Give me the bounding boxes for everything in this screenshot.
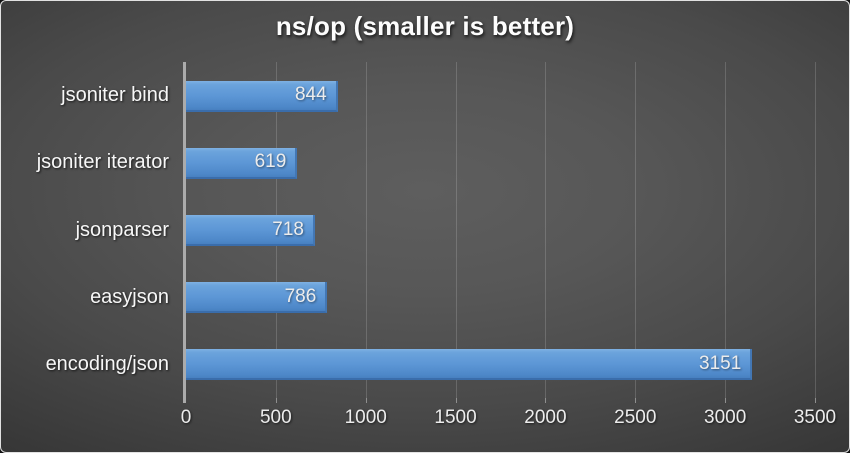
category-label: jsoniter iterator [36, 151, 169, 174]
category-label: jsonparser [75, 218, 169, 241]
gridline [455, 62, 457, 398]
axis-tick [725, 398, 727, 403]
gridline [365, 62, 367, 398]
axis-tick [275, 398, 277, 403]
chart-row: 619 [186, 130, 815, 197]
chart-row: 3151 [186, 331, 815, 398]
category-label: encoding/json [45, 352, 169, 375]
axis-tick [365, 398, 367, 403]
category-label: jsoniter bind [61, 84, 169, 107]
gridline [725, 62, 727, 398]
chart-row: 786 [186, 264, 815, 331]
y-axis-line [183, 62, 186, 403]
bar-value-label: 844 [294, 84, 327, 106]
chart-row: 844 [186, 63, 815, 130]
x-tick-label: 1000 [344, 407, 387, 428]
bar: 844 [186, 80, 338, 112]
category-label: easyjson [90, 285, 169, 308]
chart-row: 718 [186, 197, 815, 264]
bar: 786 [186, 282, 328, 314]
gridline [815, 62, 816, 398]
x-tick-label: 0 [180, 407, 192, 428]
x-tick-label: 2500 [614, 407, 657, 428]
bar: 3151 [186, 349, 753, 381]
axis-tick [455, 398, 457, 403]
x-axis-labels: 0 500 1000 1500 2000 2500 3000 3500 [181, 407, 836, 433]
axis-tick [815, 398, 816, 403]
chart-title: ns/op (smaller is better) [275, 11, 575, 41]
bar-value-label: 3151 [699, 352, 742, 374]
gridline [635, 62, 637, 398]
x-tick-label: 3500 [793, 407, 837, 428]
x-axis-ticks [186, 398, 816, 403]
bar: 619 [186, 147, 298, 179]
bar-value-label: 619 [254, 151, 287, 173]
bar-value-label: 786 [284, 285, 317, 307]
plot-area: 844 619 718 786 3151 [186, 62, 816, 398]
axis-tick [545, 398, 547, 403]
axis-tick [635, 398, 637, 403]
category-axis: jsoniter bind jsoniter iterator jsonpars… [1, 62, 169, 398]
x-tick-label: 500 [259, 407, 292, 428]
x-tick-label: 2000 [524, 407, 567, 428]
gridline [545, 62, 547, 398]
x-tick-label: 3000 [704, 407, 747, 428]
bar: 718 [186, 215, 315, 246]
x-tick-label: 1500 [434, 407, 477, 428]
bar-value-label: 718 [272, 218, 304, 240]
